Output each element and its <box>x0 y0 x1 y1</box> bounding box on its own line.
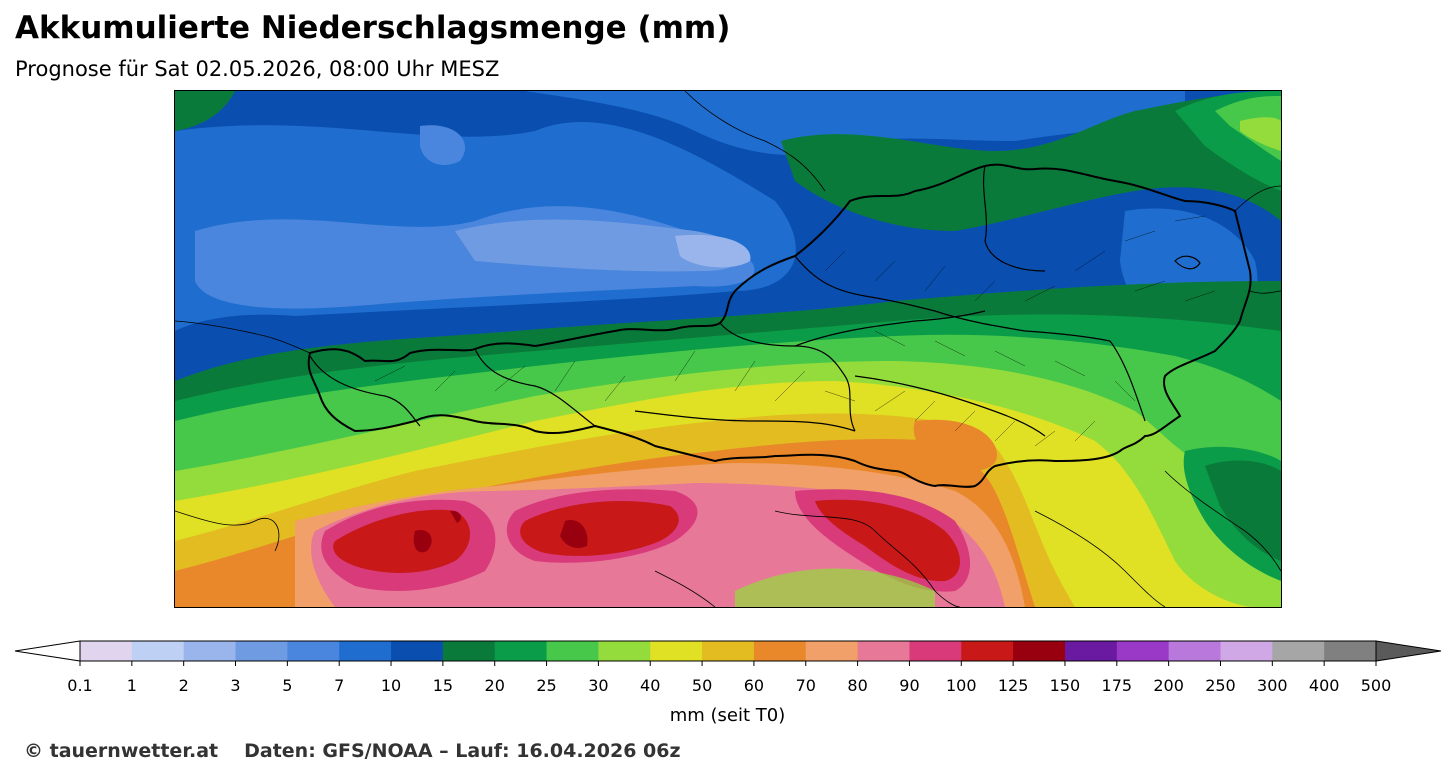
colorbar <box>14 640 1442 666</box>
colorbar-tick-label: 70 <box>795 676 816 695</box>
colorbar-cell <box>183 641 237 661</box>
colorbar-cell <box>391 641 444 661</box>
colorbar-tick-label: 15 <box>432 676 454 695</box>
neighbor-borders <box>175 91 1281 607</box>
colorbar-tick-label: 40 <box>640 676 661 695</box>
colorbar-cell <box>1168 641 1221 661</box>
colorbar-cell <box>961 641 1014 661</box>
colorbar-tick-labels: 0.1 1 2 3 5 7 10 15 20 25 30 40 50 60 70 80 90 100 125 150 1… <box>0 676 1455 696</box>
colorbar-cell <box>805 641 859 661</box>
colorbar-tick-label: 90 <box>899 676 920 695</box>
footer: © tauernwetter.at Daten: GFS/NOAA – Lauf:… <box>24 740 681 762</box>
colorbar-cell <box>1013 641 1066 661</box>
colorbar-tick-label: 5 <box>282 676 293 695</box>
colorbar-tick-label: 30 <box>588 676 609 695</box>
colorbar-cell <box>235 641 288 661</box>
precipitation-map <box>174 90 1282 608</box>
colorbar-tick-label: 25 <box>536 676 557 695</box>
colorbar-cell <box>442 641 496 661</box>
colorbar-tick-label: 50 <box>691 676 713 695</box>
colorbar-cell <box>1220 641 1273 661</box>
colorbar-tick-label: 200 <box>1153 676 1184 695</box>
colorbar-cell <box>1272 641 1325 661</box>
map-title: Akkumulierte Niederschlagsmenge (mm) <box>15 10 731 46</box>
colorbar-tick-label: 60 <box>743 676 765 695</box>
colorbar-tick-label: 400 <box>1308 676 1340 695</box>
state-borders <box>309 165 1201 437</box>
colorbar-tick-marks <box>79 661 1377 666</box>
colorbar-unit-label: mm (seit T0) <box>669 705 786 726</box>
colorbar-cell <box>494 641 548 661</box>
colorbar-tick-label: 3 <box>230 676 241 695</box>
colorbar-tick-label: 100 <box>945 676 977 695</box>
data-source-text: Daten: GFS/NOAA – Lauf: 16.04.2026 06z <box>244 740 681 762</box>
district-borders <box>374 215 1216 447</box>
colorbar-tick-label: 175 <box>1101 676 1133 695</box>
country-borders <box>307 163 1252 488</box>
colorbar-cell <box>702 641 755 661</box>
map-subtitle: Prognose für Sat 02.05.2026, 08:00 Uhr M… <box>15 57 500 81</box>
colorbar-cell <box>1064 641 1118 661</box>
colorbar-tick-label: 150 <box>1049 676 1081 695</box>
colorbar-tick-label: 80 <box>847 676 868 695</box>
colorbar-cell <box>546 641 599 661</box>
colorbar-tick-label: 7 <box>334 676 345 695</box>
colorbar-under-arrow <box>14 640 81 662</box>
colorbar-cell <box>909 641 962 661</box>
copyright-text: © tauernwetter.at <box>24 740 219 762</box>
precipitation-fill <box>175 91 1281 607</box>
colorbar-cell <box>650 641 703 661</box>
colorbar-tick-label: 500 <box>1360 676 1392 695</box>
colorbar-frame <box>79 640 1377 662</box>
colorbar-tick-label: 0.1 <box>67 676 93 695</box>
colorbar-tick-label: 20 <box>484 676 505 695</box>
colorbar-cells <box>80 641 1377 661</box>
colorbar-cell <box>80 641 133 661</box>
colorbar-cell <box>339 641 392 661</box>
colorbar-tick-label: 1 <box>126 676 137 695</box>
colorbar-tick-label: 300 <box>1257 676 1288 695</box>
colorbar-cell <box>131 641 185 661</box>
colorbar-cell <box>287 641 340 661</box>
colorbar-tick-label: 125 <box>997 676 1029 695</box>
colorbar-cell <box>857 641 910 661</box>
colorbar-tick-label: 10 <box>380 676 402 695</box>
colorbar-tick-label: 250 <box>1205 676 1236 695</box>
colorbar-over-arrow <box>1375 640 1442 662</box>
colorbar-cell <box>1116 641 1170 661</box>
colorbar-cell <box>753 641 807 661</box>
colorbar-cell <box>1324 641 1377 661</box>
colorbar-tick-label: 2 <box>178 676 189 695</box>
colorbar-cell <box>598 641 651 661</box>
